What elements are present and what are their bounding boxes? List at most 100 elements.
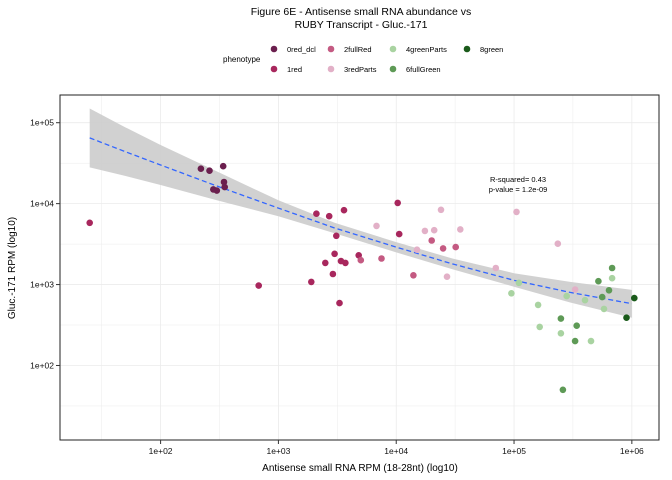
- data-point: [439, 245, 447, 252]
- legend-item: 0red_dcl: [270, 45, 316, 54]
- annotation-p-value: p-value = 1.2e-09: [489, 185, 548, 194]
- series-1red: [86, 199, 403, 307]
- legend-label: 0red_dcl: [287, 45, 316, 54]
- legend-label: 6fullGreen: [406, 65, 441, 74]
- data-point: [394, 199, 402, 207]
- x-tick-label: 1e+06: [620, 446, 644, 456]
- data-point: [581, 296, 589, 304]
- data-point: [410, 272, 417, 279]
- annotation-r-squared: R-squared= 0.43: [490, 175, 546, 184]
- series-2fullRed: [357, 237, 460, 279]
- legend-item: 8green: [463, 45, 503, 54]
- data-point: [571, 337, 579, 345]
- data-point: [342, 259, 349, 267]
- data-point: [413, 246, 421, 253]
- legend-item: 4greenParts: [389, 45, 447, 54]
- data-point: [430, 226, 438, 234]
- data-point: [571, 286, 579, 293]
- data-point: [605, 287, 613, 294]
- data-point: [219, 162, 227, 170]
- data-point: [598, 293, 606, 301]
- series-8green: [623, 294, 638, 322]
- data-point: [587, 337, 595, 345]
- data-point: [213, 187, 221, 194]
- series-6fullGreen: [557, 264, 616, 394]
- series-0red_dcl: [197, 162, 228, 194]
- data-point: [623, 314, 630, 322]
- data-point: [220, 178, 228, 186]
- y-tick-label: 1e+05: [30, 118, 54, 128]
- legend-item: 3redParts: [327, 65, 377, 74]
- data-point: [513, 208, 520, 216]
- x-tick-label: 1e+04: [384, 446, 408, 456]
- data-point: [373, 222, 380, 230]
- data-point: [443, 273, 451, 281]
- legend-key: [463, 45, 471, 53]
- data-point: [325, 212, 333, 220]
- data-point: [595, 277, 602, 285]
- y-axis: 1e+02 1e+03 1e+04 1e+05: [30, 118, 60, 370]
- legend: phenotype 0red_dcl 1red 2fullRed 3redParts 4…: [223, 45, 503, 74]
- legend-label: 2fullRed: [344, 45, 372, 54]
- legend-items: 0red_dcl 1red 2fullRed 3redParts 4greenParts…: [270, 45, 503, 74]
- x-axis: 1e+02 1e+03 1e+04 1e+05 1e+06: [149, 440, 644, 456]
- data-point: [322, 259, 329, 267]
- x-tick-label: 1e+03: [266, 446, 290, 456]
- legend-item: 1red: [270, 65, 302, 74]
- data-point: [536, 323, 543, 331]
- data-point: [557, 330, 565, 337]
- data-point: [86, 219, 93, 227]
- legend-label: 1red: [287, 65, 302, 74]
- legend-key: [270, 45, 278, 53]
- plot-border: [59, 94, 660, 441]
- series-4greenParts: [508, 274, 616, 345]
- data-point: [608, 264, 616, 272]
- data-point: [255, 282, 262, 289]
- y-axis-label: Gluc.-171 RPM (log10): [7, 217, 18, 319]
- data-point: [421, 227, 429, 235]
- data-point: [357, 256, 365, 264]
- data-point: [206, 167, 213, 174]
- data-point: [608, 274, 616, 282]
- data-point: [428, 237, 436, 244]
- data-point: [313, 210, 320, 217]
- data-point: [437, 206, 445, 214]
- legend-label: 3redParts: [344, 65, 377, 74]
- y-tick-label: 1e+03: [30, 280, 54, 290]
- grid: [60, 95, 659, 440]
- x-tick-label: 1e+05: [502, 446, 526, 456]
- chart-title: Figure 6E - Antisense small RNA abundanc…: [251, 6, 472, 18]
- data-point: [329, 270, 337, 278]
- data-point: [457, 226, 464, 233]
- data-points: [86, 162, 638, 394]
- data-point: [331, 250, 338, 258]
- legend-key: [389, 65, 397, 73]
- data-point: [557, 315, 565, 322]
- legend-key: [389, 45, 397, 53]
- data-point: [452, 243, 460, 251]
- data-point: [573, 322, 580, 330]
- data-point: [221, 183, 228, 191]
- legend-item: 2fullRed: [327, 45, 372, 54]
- series-3redParts: [373, 206, 579, 293]
- data-point: [333, 232, 340, 240]
- chart-subtitle: RUBY Transcript - Gluc.-171: [295, 19, 428, 31]
- data-point: [563, 292, 570, 300]
- data-point: [378, 255, 385, 262]
- legend-label: 8green: [480, 45, 503, 54]
- data-point: [600, 305, 608, 313]
- data-point: [308, 278, 315, 286]
- legend-key: [270, 65, 278, 73]
- data-point: [197, 165, 205, 172]
- y-tick-label: 1e+04: [30, 199, 54, 209]
- legend-key: [327, 65, 335, 73]
- data-point: [492, 264, 500, 272]
- data-point: [395, 230, 403, 238]
- legend-label: 4greenParts: [406, 45, 447, 54]
- data-point: [631, 294, 638, 302]
- data-point: [554, 240, 562, 247]
- x-tick-label: 1e+02: [149, 446, 173, 456]
- data-point: [559, 386, 567, 394]
- data-point: [534, 301, 542, 309]
